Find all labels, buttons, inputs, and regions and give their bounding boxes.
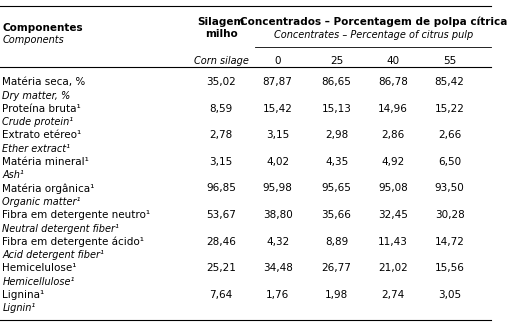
Text: 8,89: 8,89 (325, 237, 348, 247)
Text: Dry matter, %: Dry matter, % (3, 91, 71, 101)
Text: Fibra em detergente ácido¹: Fibra em detergente ácido¹ (3, 237, 144, 247)
Text: 3,05: 3,05 (438, 290, 461, 300)
Text: Concentrates – Percentage of citrus pulp: Concentrates – Percentage of citrus pulp (274, 30, 473, 40)
Text: 14,96: 14,96 (378, 104, 408, 114)
Text: Extrato etéreo¹: Extrato etéreo¹ (3, 130, 82, 140)
Text: 86,78: 86,78 (378, 77, 408, 87)
Text: 6,50: 6,50 (438, 157, 461, 167)
Text: 40: 40 (386, 56, 399, 66)
Text: 86,65: 86,65 (321, 77, 352, 87)
Text: 87,87: 87,87 (262, 77, 292, 87)
Text: Proteína bruta¹: Proteína bruta¹ (3, 104, 81, 114)
Text: 53,67: 53,67 (206, 210, 236, 220)
Text: 26,77: 26,77 (321, 263, 352, 273)
Text: Componentes: Componentes (3, 23, 83, 33)
Text: Hemicellulose¹: Hemicellulose¹ (3, 277, 75, 287)
Text: 96,85: 96,85 (206, 183, 236, 193)
Text: 3,15: 3,15 (209, 157, 233, 167)
Text: Components: Components (3, 35, 64, 45)
Text: 95,98: 95,98 (262, 183, 292, 193)
Text: Neutral detergent fiber¹: Neutral detergent fiber¹ (3, 224, 119, 234)
Text: 4,02: 4,02 (266, 157, 289, 167)
Text: 8,59: 8,59 (209, 104, 233, 114)
Text: 1,98: 1,98 (325, 290, 348, 300)
Text: 95,65: 95,65 (321, 183, 352, 193)
Text: 1,76: 1,76 (266, 290, 289, 300)
Text: 2,66: 2,66 (438, 130, 461, 140)
Text: 55: 55 (443, 56, 456, 66)
Text: 15,13: 15,13 (321, 104, 352, 114)
Text: 0: 0 (275, 56, 281, 66)
Text: 2,98: 2,98 (325, 130, 348, 140)
Text: Ether extract¹: Ether extract¹ (3, 144, 71, 154)
Text: 35,02: 35,02 (206, 77, 236, 87)
Text: 15,56: 15,56 (435, 263, 464, 273)
Text: 14,72: 14,72 (435, 237, 464, 247)
Text: 4,35: 4,35 (325, 157, 348, 167)
Text: 85,42: 85,42 (435, 77, 464, 87)
Text: Lignin¹: Lignin¹ (3, 303, 36, 313)
Text: Matéria orgânica¹: Matéria orgânica¹ (3, 183, 95, 194)
Text: 11,43: 11,43 (378, 237, 408, 247)
Text: Lignina¹: Lignina¹ (3, 290, 45, 300)
Text: Corn silage: Corn silage (193, 56, 249, 66)
Text: 4,92: 4,92 (382, 157, 405, 167)
Text: 35,66: 35,66 (321, 210, 352, 220)
Text: 15,42: 15,42 (262, 104, 292, 114)
Text: 2,78: 2,78 (209, 130, 233, 140)
Text: Ash¹: Ash¹ (3, 170, 24, 180)
Text: 32,45: 32,45 (378, 210, 408, 220)
Text: 2,74: 2,74 (382, 290, 405, 300)
Text: Crude protein¹: Crude protein¹ (3, 117, 74, 127)
Text: 30,28: 30,28 (435, 210, 464, 220)
Text: 95,08: 95,08 (378, 183, 408, 193)
Text: 15,22: 15,22 (435, 104, 464, 114)
Text: 38,80: 38,80 (263, 210, 292, 220)
Text: 28,46: 28,46 (206, 237, 236, 247)
Text: 34,48: 34,48 (262, 263, 292, 273)
Text: Acid detergent fiber¹: Acid detergent fiber¹ (3, 250, 104, 260)
Text: Fibra em detergente neutro¹: Fibra em detergente neutro¹ (3, 210, 151, 220)
Text: 3,15: 3,15 (266, 130, 289, 140)
Text: 21,02: 21,02 (378, 263, 408, 273)
Text: Organic matter¹: Organic matter¹ (3, 197, 81, 207)
Text: Concentrados – Porcentagem de polpa cítrica: Concentrados – Porcentagem de polpa cítr… (240, 17, 507, 27)
Text: Matéria mineral¹: Matéria mineral¹ (3, 157, 90, 167)
Text: Hemicelulose¹: Hemicelulose¹ (3, 263, 77, 273)
Text: 7,64: 7,64 (209, 290, 233, 300)
Text: Silagem
milho: Silagem milho (198, 17, 245, 39)
Text: Matéria seca, %: Matéria seca, % (3, 77, 86, 87)
Text: 2,86: 2,86 (382, 130, 405, 140)
Text: 25,21: 25,21 (206, 263, 236, 273)
Text: 4,32: 4,32 (266, 237, 289, 247)
Text: 93,50: 93,50 (435, 183, 464, 193)
Text: 25: 25 (330, 56, 343, 66)
